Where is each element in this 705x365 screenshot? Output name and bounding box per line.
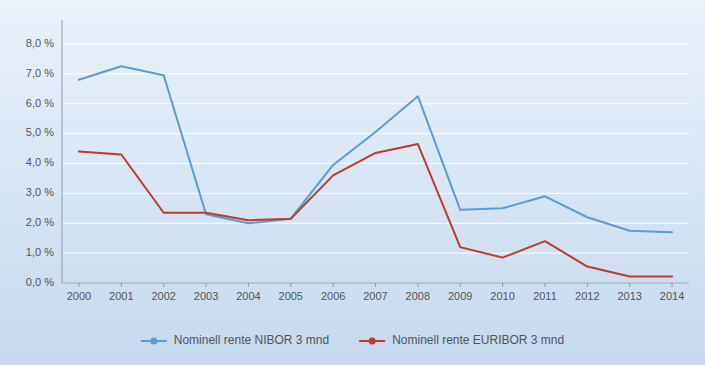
y-tick-label: 1,0 % bbox=[26, 246, 54, 258]
legend: Nominell rente NIBOR 3 mnd Nominell rente… bbox=[141, 333, 564, 347]
x-tick bbox=[502, 283, 503, 287]
x-tick-label: 2011 bbox=[533, 290, 557, 302]
legend-marker bbox=[150, 338, 157, 345]
y-tick-label: 4,0 % bbox=[26, 156, 54, 168]
x-tick-label: 2001 bbox=[109, 290, 133, 302]
legend-label: Nominell rente EURIBOR 3 mnd bbox=[392, 333, 564, 347]
x-tick-label: 2014 bbox=[660, 290, 684, 302]
y-tick-label: 5,0 % bbox=[26, 126, 54, 138]
y-grid bbox=[62, 44, 689, 283]
x-tick bbox=[206, 283, 207, 287]
x-tick bbox=[121, 283, 122, 287]
legend-item: Nominell rente NIBOR 3 mnd bbox=[141, 333, 329, 347]
y-tick-label: 0,0 % bbox=[26, 276, 54, 288]
x-tick bbox=[629, 283, 630, 287]
legend-marker bbox=[369, 338, 376, 345]
y-axis-line bbox=[62, 20, 63, 283]
y-tick-label: 7,0 % bbox=[26, 67, 54, 79]
legend-label: Nominell rente NIBOR 3 mnd bbox=[174, 333, 329, 347]
x-tick bbox=[248, 283, 249, 287]
x-tick-label: 2009 bbox=[448, 290, 472, 302]
x-tick bbox=[333, 283, 334, 287]
x-tick-label: 2002 bbox=[151, 290, 175, 302]
x-tick-label: 2005 bbox=[279, 290, 303, 302]
series-line bbox=[79, 144, 672, 276]
y-tick-label: 6,0 % bbox=[26, 97, 54, 109]
x-tick bbox=[460, 283, 461, 287]
x-tick bbox=[78, 283, 79, 287]
grid-line bbox=[62, 223, 689, 224]
y-tick-label: 8,0 % bbox=[26, 37, 54, 49]
x-tick-label: 2004 bbox=[236, 290, 260, 302]
x-tick-label: 2008 bbox=[406, 290, 430, 302]
x-tick bbox=[417, 283, 418, 287]
grid-line bbox=[62, 193, 689, 194]
grid-line bbox=[62, 163, 689, 164]
x-tick-label: 2010 bbox=[490, 290, 514, 302]
x-tick bbox=[544, 283, 545, 287]
x-tick-label: 2013 bbox=[617, 290, 641, 302]
series-line bbox=[79, 66, 672, 232]
grid-line bbox=[62, 43, 689, 44]
x-tick bbox=[587, 283, 588, 287]
grid-line bbox=[62, 103, 689, 104]
legend-item: Nominell rente EURIBOR 3 mnd bbox=[359, 333, 564, 347]
x-tick bbox=[290, 283, 291, 287]
x-tick bbox=[163, 283, 164, 287]
y-tick-label: 2,0 % bbox=[26, 216, 54, 228]
x-axis: 2000 2001 2002 2003 2004 2005 2006 2007 2008 2009… bbox=[67, 283, 685, 302]
y-tick-label: 3,0 % bbox=[26, 186, 54, 198]
y-axis: 0,0 % 1,0 % 2,0 % 3,0 % 4,0 % 5,0 % 6,0 % 7,0 %… bbox=[26, 37, 54, 288]
x-tick-label: 2000 bbox=[67, 290, 91, 302]
x-axis-line bbox=[62, 283, 689, 284]
x-tick bbox=[375, 283, 376, 287]
grid-line bbox=[62, 283, 689, 284]
chart: 0,0 % 1,0 % 2,0 % 3,0 % 4,0 % 5,0 % 6,0 % 7,0 %… bbox=[0, 0, 705, 365]
x-tick-label: 2007 bbox=[363, 290, 387, 302]
x-tick-label: 2006 bbox=[321, 290, 345, 302]
x-tick bbox=[672, 283, 673, 287]
grid-line bbox=[62, 253, 689, 254]
series-group bbox=[79, 66, 672, 276]
x-tick-label: 2012 bbox=[575, 290, 599, 302]
x-tick-label: 2003 bbox=[194, 290, 218, 302]
